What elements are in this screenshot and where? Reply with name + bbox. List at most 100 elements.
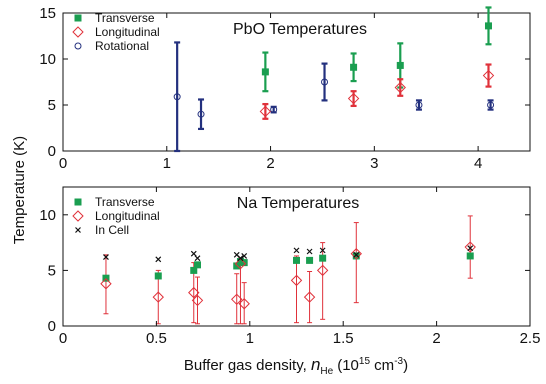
y-tick-label: 0	[48, 143, 56, 160]
error-bar	[234, 273, 240, 325]
y-tick-label: 10	[39, 51, 56, 68]
error-bar	[307, 271, 313, 324]
transverse-point	[484, 22, 492, 30]
legend-item-longitudinal: Longitudinal	[72, 25, 160, 39]
legend-label-in-cell: In Cell	[95, 223, 129, 237]
pbo-title: PbO Temperatures	[233, 21, 367, 38]
legend-item-longitudinal: Longitudinal	[72, 209, 160, 223]
transverse-point	[352, 252, 360, 260]
rotational-point	[487, 101, 495, 109]
x-tick-label: 3	[370, 155, 378, 172]
legend-item-rotational: Rotational	[74, 39, 149, 53]
x-tick-label: 0.5	[146, 330, 167, 347]
in-cell-point	[237, 255, 244, 262]
legend-item-in-cell: In Cell	[75, 223, 129, 237]
transverse-point	[261, 68, 269, 76]
error-bar	[353, 222, 359, 304]
rotational-point	[197, 110, 205, 118]
error-bar	[321, 62, 328, 102]
legend-label-longitudinal: Longitudinal	[95, 25, 160, 39]
longitudinal-point	[303, 291, 316, 303]
longitudinal-point	[238, 298, 250, 310]
longitudinal-point	[350, 248, 362, 260]
na-title: Na Temperatures	[237, 195, 359, 212]
x-tick-label: 1.5	[333, 330, 354, 347]
legend-item-transverse: Transverse	[74, 11, 155, 25]
legend-label-rotational: Rotational	[95, 39, 149, 53]
transverse-point	[233, 262, 241, 270]
pbo-plot-frame	[62, 12, 531, 152]
longitudinal-point	[394, 81, 406, 94]
error-bar	[467, 215, 473, 279]
x-axis-symbol: n	[311, 355, 320, 374]
in-cell-point	[353, 251, 360, 258]
na-panel: Na Temperatures TransverseLongitudinalIn…	[39, 186, 540, 347]
pbo-ticks: 0 5 10 15 0 1 2 3 4	[39, 5, 530, 172]
legend-label-transverse: Transverse	[95, 195, 155, 209]
y-tick-label: 5	[48, 262, 56, 279]
y-tick-label: 0	[48, 318, 56, 335]
legend-label-longitudinal: Longitudinal	[95, 209, 160, 223]
transverse-point	[306, 256, 314, 264]
transverse-point	[236, 258, 244, 266]
transverse-point	[396, 61, 404, 69]
y-tick-label: 10	[39, 207, 56, 224]
pbo-panel: PbO Temperatures TransverseLongitudinalR…	[39, 5, 531, 172]
error-bar	[485, 63, 492, 88]
na-ticks: 0 5 10 0 0.5 1 1.5 2 2.5	[39, 187, 540, 347]
longitudinal-point	[316, 264, 329, 277]
error-bar	[198, 98, 205, 131]
legend-item-transverse: Transverse	[74, 195, 155, 209]
transverse-point	[293, 256, 300, 264]
longitudinal-point	[347, 92, 360, 105]
error-bar	[294, 255, 299, 324]
legend-label-transverse: Transverse	[95, 11, 155, 25]
legend-marker-rotational	[74, 42, 82, 50]
shared-y-axis-label: Temperature (K)	[11, 136, 28, 244]
transverse-point	[319, 254, 327, 262]
x-tick-label: 0	[59, 155, 67, 172]
longitudinal-point	[234, 258, 247, 270]
longitudinal-point	[188, 286, 200, 299]
na-marks	[100, 215, 476, 325]
in-cell-point	[241, 253, 248, 259]
x-axis-subscript: He	[320, 366, 333, 377]
rotational-point	[173, 93, 181, 101]
rotational-point	[270, 106, 278, 114]
y-tick-label: 15	[39, 5, 56, 22]
legend-marker-in-cell	[75, 227, 81, 233]
legend-marker-transverse	[74, 14, 82, 22]
x-tick-label: 2.5	[520, 330, 541, 347]
in-cell-point	[194, 255, 201, 262]
error-bar	[241, 282, 247, 325]
x-tick-label: 1	[163, 155, 171, 172]
longitudinal-point	[231, 293, 243, 306]
in-cell-point	[155, 256, 162, 263]
error-bar	[194, 276, 200, 325]
x-axis-label: Buffer gas density, nHe (1015 cm-3)	[184, 355, 408, 377]
in-cell-point	[467, 245, 474, 252]
longitudinal-point	[482, 69, 495, 82]
legend-marker-longitudinal	[72, 210, 84, 222]
longitudinal-point	[259, 105, 272, 118]
in-cell-point	[103, 254, 109, 260]
x-tick-label: 1	[246, 330, 254, 347]
transverse-point	[350, 63, 358, 71]
error-bar	[103, 254, 109, 315]
x-tick-label: 2	[432, 330, 440, 347]
rotational-point	[415, 101, 423, 109]
legend-marker-longitudinal	[72, 26, 84, 38]
transverse-point	[193, 261, 201, 269]
x-tick-label: 4	[474, 155, 482, 172]
in-cell-point	[319, 247, 326, 254]
y-tick-label: 5	[48, 97, 56, 114]
error-bar	[174, 41, 181, 153]
transverse-point	[190, 266, 198, 274]
longitudinal-point	[152, 291, 164, 303]
legend-marker-transverse	[74, 198, 82, 206]
rotational-point	[321, 78, 329, 86]
x-tick-label: 2	[266, 155, 274, 172]
